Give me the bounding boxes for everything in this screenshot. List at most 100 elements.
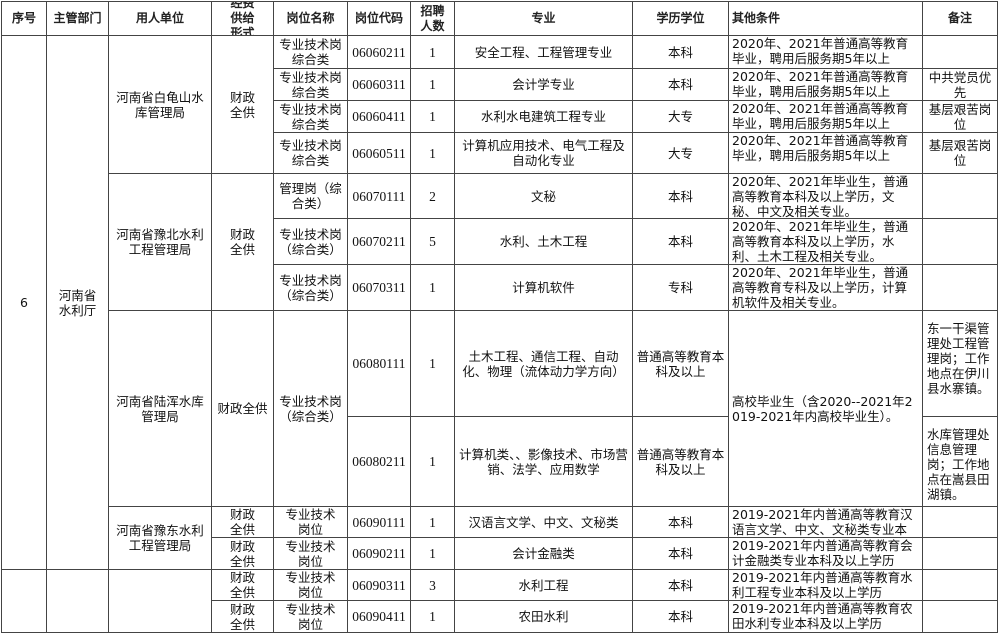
cell-funding-type: 财政全供 [211,569,274,601]
cell-remarks-text: 中共党员优先 [928,69,992,100]
cell-hire-count-text: 5 [429,234,436,249]
cell-post-name-text: 专业技术岗（综合类） [279,272,342,303]
cell-remarks [922,264,998,311]
cell-degree: 大专 [632,100,729,133]
cell-degree: 本科 [632,218,729,265]
cell-degree: 大专 [632,132,729,174]
cell-hire-count: 1 [410,600,455,633]
cell-other-conditions: 2020年、2021年毕业生，普通高等教育本科及以上学历，水利、土木工程及相关专… [728,218,923,265]
cell-post-name: 专业技术岗位 [273,537,348,570]
header-hire-count: 招聘人数 [410,1,455,36]
header-remarks-text: 备注 [947,11,972,25]
cell-remarks [922,537,998,570]
cell-other-conditions: 2020年、2021年毕业生，普通高等教育专科及以上学历，计算机软件及相关专业。 [728,264,923,311]
cell-department-text: 河南省水利厅 [58,287,97,318]
cell-post-code: 06080211 [347,416,411,507]
cell-post-code: 06070311 [347,264,411,311]
cell-funding-type: 财政全供 [211,600,274,633]
cell-post-name-text: 专业技术岗（综合类） [279,393,342,424]
cell-other-conditions: 2020年、2021年普通高等教育毕业，聘用后服务期5年以上 [728,68,923,101]
cell-degree: 本科 [632,173,729,219]
cell-major-text: 水利、土木工程 [499,234,588,249]
cell-remarks-text: 水库管理处信息管理岗；工作地点在嵩县田湖镇。 [927,427,990,502]
cell-post-name-text: 专业技术岗位 [285,570,336,600]
header-seq-text: 序号 [11,11,36,25]
header-seq: 序号 [1,1,47,36]
cell-funding-type: 财政全供 [211,173,274,311]
cell-degree-text: 本科 [667,514,693,530]
cell-other-conditions-text: 2019-2021年内普通高等教育水利工程专业本科及以上学历 [732,570,913,600]
cell-remarks: 基层艰苦岗位 [922,132,998,174]
cell-remarks-text: 基层艰苦岗位 [928,138,992,168]
cell-remarks-text: 基层艰苦岗位 [928,101,992,132]
cell-degree-text: 本科 [667,188,693,204]
cell-degree-text: 本科 [667,44,693,60]
cell-funding-type-text: 财政全供 [217,401,268,416]
cell-post-name-text: 专业技术岗综合类 [279,101,342,132]
cell-degree-text: 本科 [667,609,693,624]
cell-remarks-text: 东一干渠管理处工程管理岗；工作地点在伊川县水寨镇。 [927,321,990,396]
cell-degree-text: 普通高等教育本科及以上 [636,348,725,379]
cell-post-code-text: 06080111 [352,356,406,371]
cell-remarks [922,569,998,601]
cell-degree: 专科 [632,264,729,311]
cell-post-code: 06090311 [347,569,411,601]
cell-hire-count-text: 1 [429,145,436,161]
header-degree-text: 学历学位 [656,11,705,25]
header-department-text: 主管部门 [53,11,102,25]
cell-other-conditions-text: 2019-2021年内普通高等教育会计金融类专业本科及以上学历 [732,538,913,568]
cell-employer: 河南省陆浑水库管理局 [108,310,212,507]
cell-hire-count: 1 [410,35,455,69]
cell-post-name: 专业技术岗综合类 [273,68,348,101]
cell-major-text: 汉语言文学、中文、文秘类 [468,514,619,530]
cell-other-conditions: 2019-2021年内普通高等教育农田水利专业本科及以上学历 [728,600,923,633]
header-hire-count-text: 招聘人数 [420,3,445,33]
cell-other-conditions: 2020年、2021年毕业生，普通高等教育本科及以上学历，文秘、中文及相关专业。 [728,173,923,219]
cell-other-conditions-text: 2020年、2021年毕业生，普通高等教育本科及以上学历，水利、土木工程及相关专… [732,219,909,264]
header-department: 主管部门 [46,1,109,36]
header-employer: 用人单位 [108,1,212,36]
cell-post-code-text: 06080211 [352,454,406,469]
cell-major-text: 农田水利 [518,609,569,624]
cell-degree: 本科 [632,506,729,538]
cell-post-name: 管理岗（综合类） [273,173,348,219]
cell-remarks [922,506,998,538]
cell-hire-count: 1 [410,264,455,311]
header-major-text: 专业 [531,11,556,25]
cell-post-code-text: 06090111 [352,514,406,530]
cell-post-name: 专业技术岗位 [273,506,348,538]
cell-employer-text: 河南省白龟山水库管理局 [116,89,204,120]
cell-post-code: 06090111 [347,506,411,538]
cell-other-conditions: 2019-2021年内普通高等教育汉语言文学、中文、文秘类专业本科及 [728,506,923,538]
cell-funding-type: 财政全供 [211,537,274,570]
cell-post-name-text: 专业技术岗位 [285,601,336,632]
cell-post-name: 专业技术岗（综合类） [273,264,348,311]
cell-hire-count: 1 [410,310,455,417]
cell-employer-text: 河南省陆浑水库管理局 [116,393,204,424]
cell-hire-count: 1 [410,537,455,570]
cell-hire-count-text: 1 [429,514,436,530]
cell-other-conditions-text: 2019-2021年内普通高等教育农田水利专业本科及以上学历 [732,601,913,631]
cell-major: 会计金融类 [454,537,633,570]
header-post-code-text: 岗位代码 [354,11,403,25]
cell-degree-text: 大专 [667,145,693,161]
cell-degree: 本科 [632,600,729,633]
header-degree: 学历学位 [632,1,729,36]
cell-remarks: 基层艰苦岗位 [922,100,998,133]
cell-hire-count: 1 [410,416,455,507]
cell-post-code-text: 06090211 [352,546,406,561]
cell-hire-count-text: 1 [429,44,436,60]
cell-post-name-text: 专业技术岗（综合类） [279,226,342,257]
cell-post-code: 06080111 [347,310,411,417]
cell-hire-count: 2 [410,173,455,219]
cell-funding-type-text: 财政全供 [229,89,255,120]
cell-other-conditions: 2020年、2021年普通高等教育毕业，聘用后服务期5年以上 [728,35,923,69]
cell-post-name-text: 专业技术岗综合类 [279,37,342,67]
cell-post-name: 专业技术岗综合类 [273,132,348,174]
cell-post-code: 06060411 [347,100,411,133]
cell-hire-count: 3 [410,569,455,601]
cell-seq-text: 6 [20,295,28,310]
cell-department: 河南省水利厅 [46,35,109,570]
cell-major-text: 水利水电建筑工程专业 [480,109,606,124]
header-funding-type-text: 经费供给形式 [230,1,255,36]
